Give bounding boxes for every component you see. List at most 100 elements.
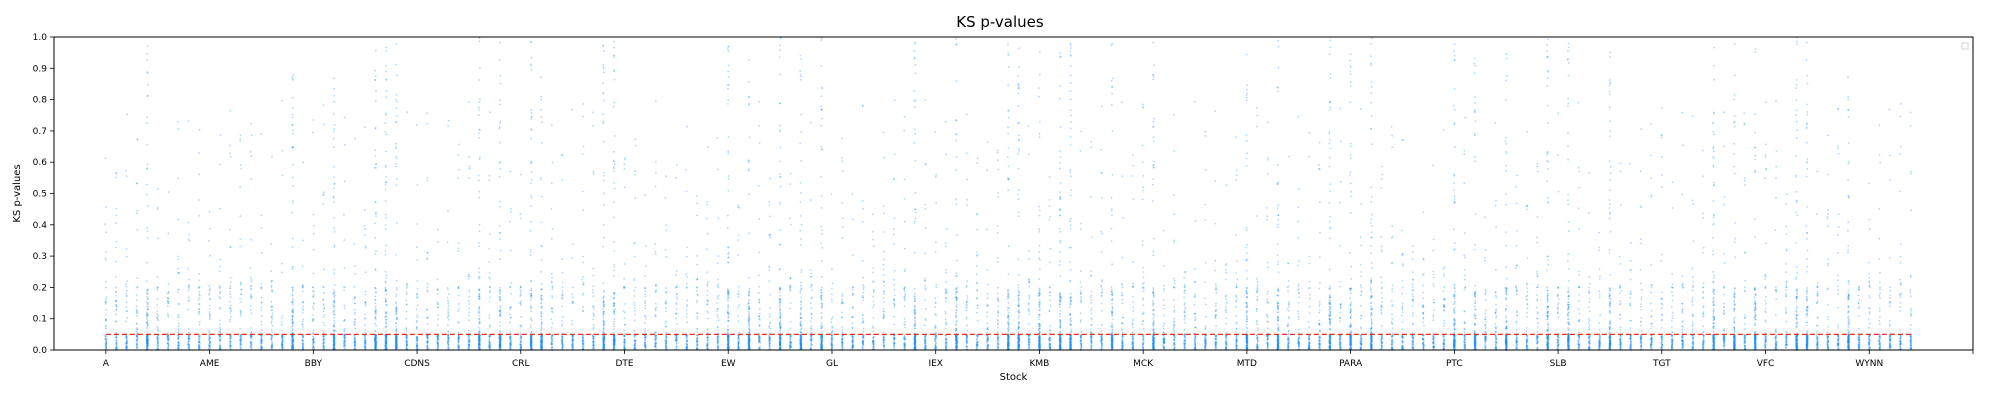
data-point xyxy=(322,286,325,288)
data-point xyxy=(385,150,387,153)
data-point xyxy=(676,323,678,325)
data-point xyxy=(156,335,159,338)
data-point xyxy=(550,280,553,283)
data-point xyxy=(281,321,283,323)
data-point xyxy=(748,193,750,196)
data-point xyxy=(166,334,169,337)
data-point xyxy=(727,152,730,155)
data-point xyxy=(551,286,554,289)
data-point xyxy=(623,167,626,170)
data-point xyxy=(510,293,512,295)
data-point xyxy=(146,339,149,342)
data-point xyxy=(364,126,366,129)
data-point xyxy=(115,176,118,179)
data-point xyxy=(488,347,491,349)
data-point xyxy=(529,298,532,301)
data-point xyxy=(291,116,294,119)
data-point xyxy=(240,281,242,284)
data-point xyxy=(395,74,398,77)
data-point xyxy=(344,336,346,339)
data-point xyxy=(696,301,698,304)
data-point xyxy=(301,301,304,303)
data-point xyxy=(551,296,554,299)
data-point xyxy=(105,251,108,254)
data-point xyxy=(748,328,750,330)
data-point xyxy=(115,290,117,293)
data-point xyxy=(499,340,502,343)
data-point xyxy=(208,346,211,349)
data-point xyxy=(271,155,273,158)
data-point xyxy=(333,87,336,90)
data-point xyxy=(126,341,128,344)
data-point xyxy=(364,304,367,307)
data-point xyxy=(145,335,148,338)
data-point xyxy=(696,278,699,281)
data-point xyxy=(146,318,148,320)
data-point xyxy=(291,246,294,249)
data-point xyxy=(375,312,377,314)
data-point xyxy=(737,239,740,241)
data-point xyxy=(374,337,377,340)
data-point xyxy=(499,160,502,163)
data-point xyxy=(437,228,439,231)
data-point xyxy=(198,302,201,305)
data-point xyxy=(395,280,398,282)
data-point xyxy=(478,190,481,193)
data-point xyxy=(209,298,211,300)
data-point xyxy=(280,323,283,326)
data-point xyxy=(375,211,377,214)
data-point xyxy=(696,286,699,289)
data-point xyxy=(727,316,730,319)
data-point xyxy=(187,347,190,350)
data-point xyxy=(748,59,750,61)
data-point xyxy=(530,310,533,312)
data-point xyxy=(136,338,139,341)
data-point xyxy=(477,276,480,278)
data-point xyxy=(395,146,397,148)
data-point xyxy=(188,335,191,338)
data-point xyxy=(136,338,138,341)
data-point xyxy=(550,237,553,240)
data-point xyxy=(509,207,512,210)
data-point xyxy=(167,282,170,285)
data-point xyxy=(312,232,315,235)
data-point xyxy=(571,323,573,325)
data-point xyxy=(416,316,419,318)
data-point xyxy=(468,155,470,158)
data-point xyxy=(488,291,491,294)
data-point xyxy=(416,259,419,261)
data-point xyxy=(664,249,667,251)
data-point xyxy=(644,345,647,348)
data-point xyxy=(114,332,117,334)
data-point xyxy=(675,284,678,287)
data-point xyxy=(582,283,585,286)
data-point xyxy=(292,129,294,132)
data-point xyxy=(581,306,584,308)
data-point xyxy=(716,302,719,304)
data-point xyxy=(685,190,688,193)
data-point xyxy=(126,289,128,292)
data-point xyxy=(706,248,708,251)
data-point xyxy=(166,336,169,338)
data-point xyxy=(147,336,149,339)
data-point xyxy=(727,150,730,153)
data-point xyxy=(757,184,760,187)
data-point xyxy=(644,322,646,325)
data-point xyxy=(530,287,533,290)
data-point xyxy=(499,330,501,333)
data-point xyxy=(136,311,138,314)
data-point xyxy=(581,294,584,296)
data-point xyxy=(498,41,501,44)
data-point xyxy=(260,227,263,230)
data-point xyxy=(125,341,128,344)
data-point xyxy=(115,341,117,344)
data-point xyxy=(271,344,274,347)
data-point xyxy=(250,335,253,338)
data-point xyxy=(654,243,657,246)
data-point xyxy=(146,183,148,186)
data-point xyxy=(478,245,481,248)
data-point xyxy=(498,225,501,227)
data-point xyxy=(530,182,532,185)
data-point xyxy=(633,319,636,322)
data-point xyxy=(333,345,336,348)
